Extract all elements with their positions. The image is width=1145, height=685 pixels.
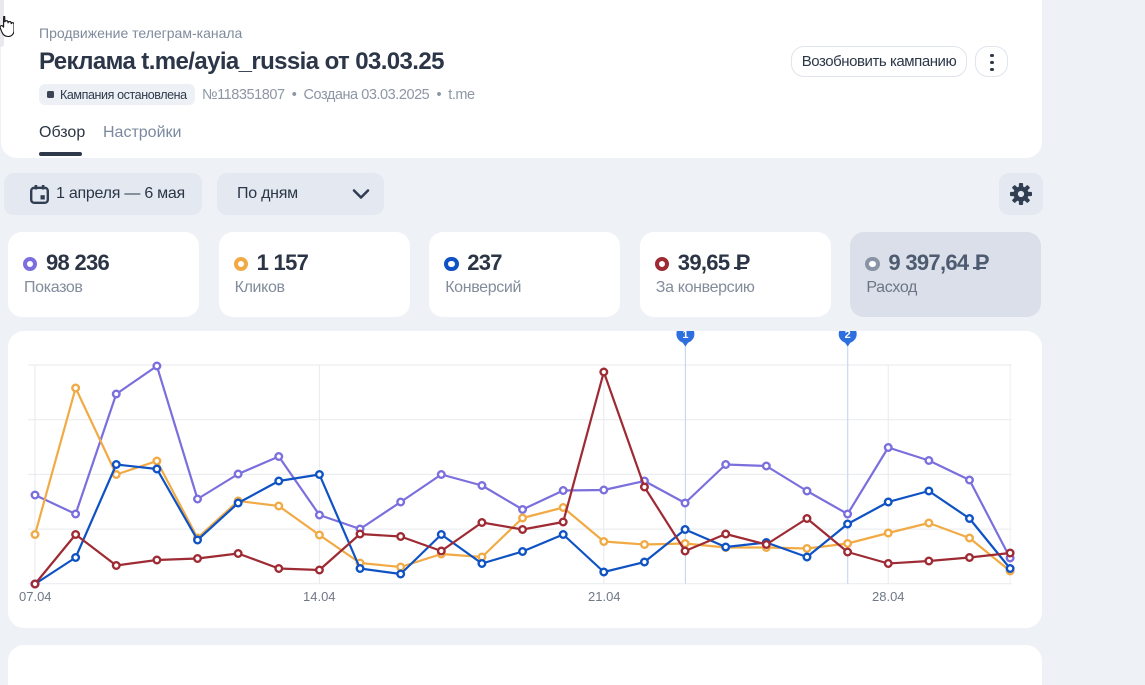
svg-text:1: 1 [682, 331, 688, 341]
svg-text:2: 2 [845, 331, 851, 341]
